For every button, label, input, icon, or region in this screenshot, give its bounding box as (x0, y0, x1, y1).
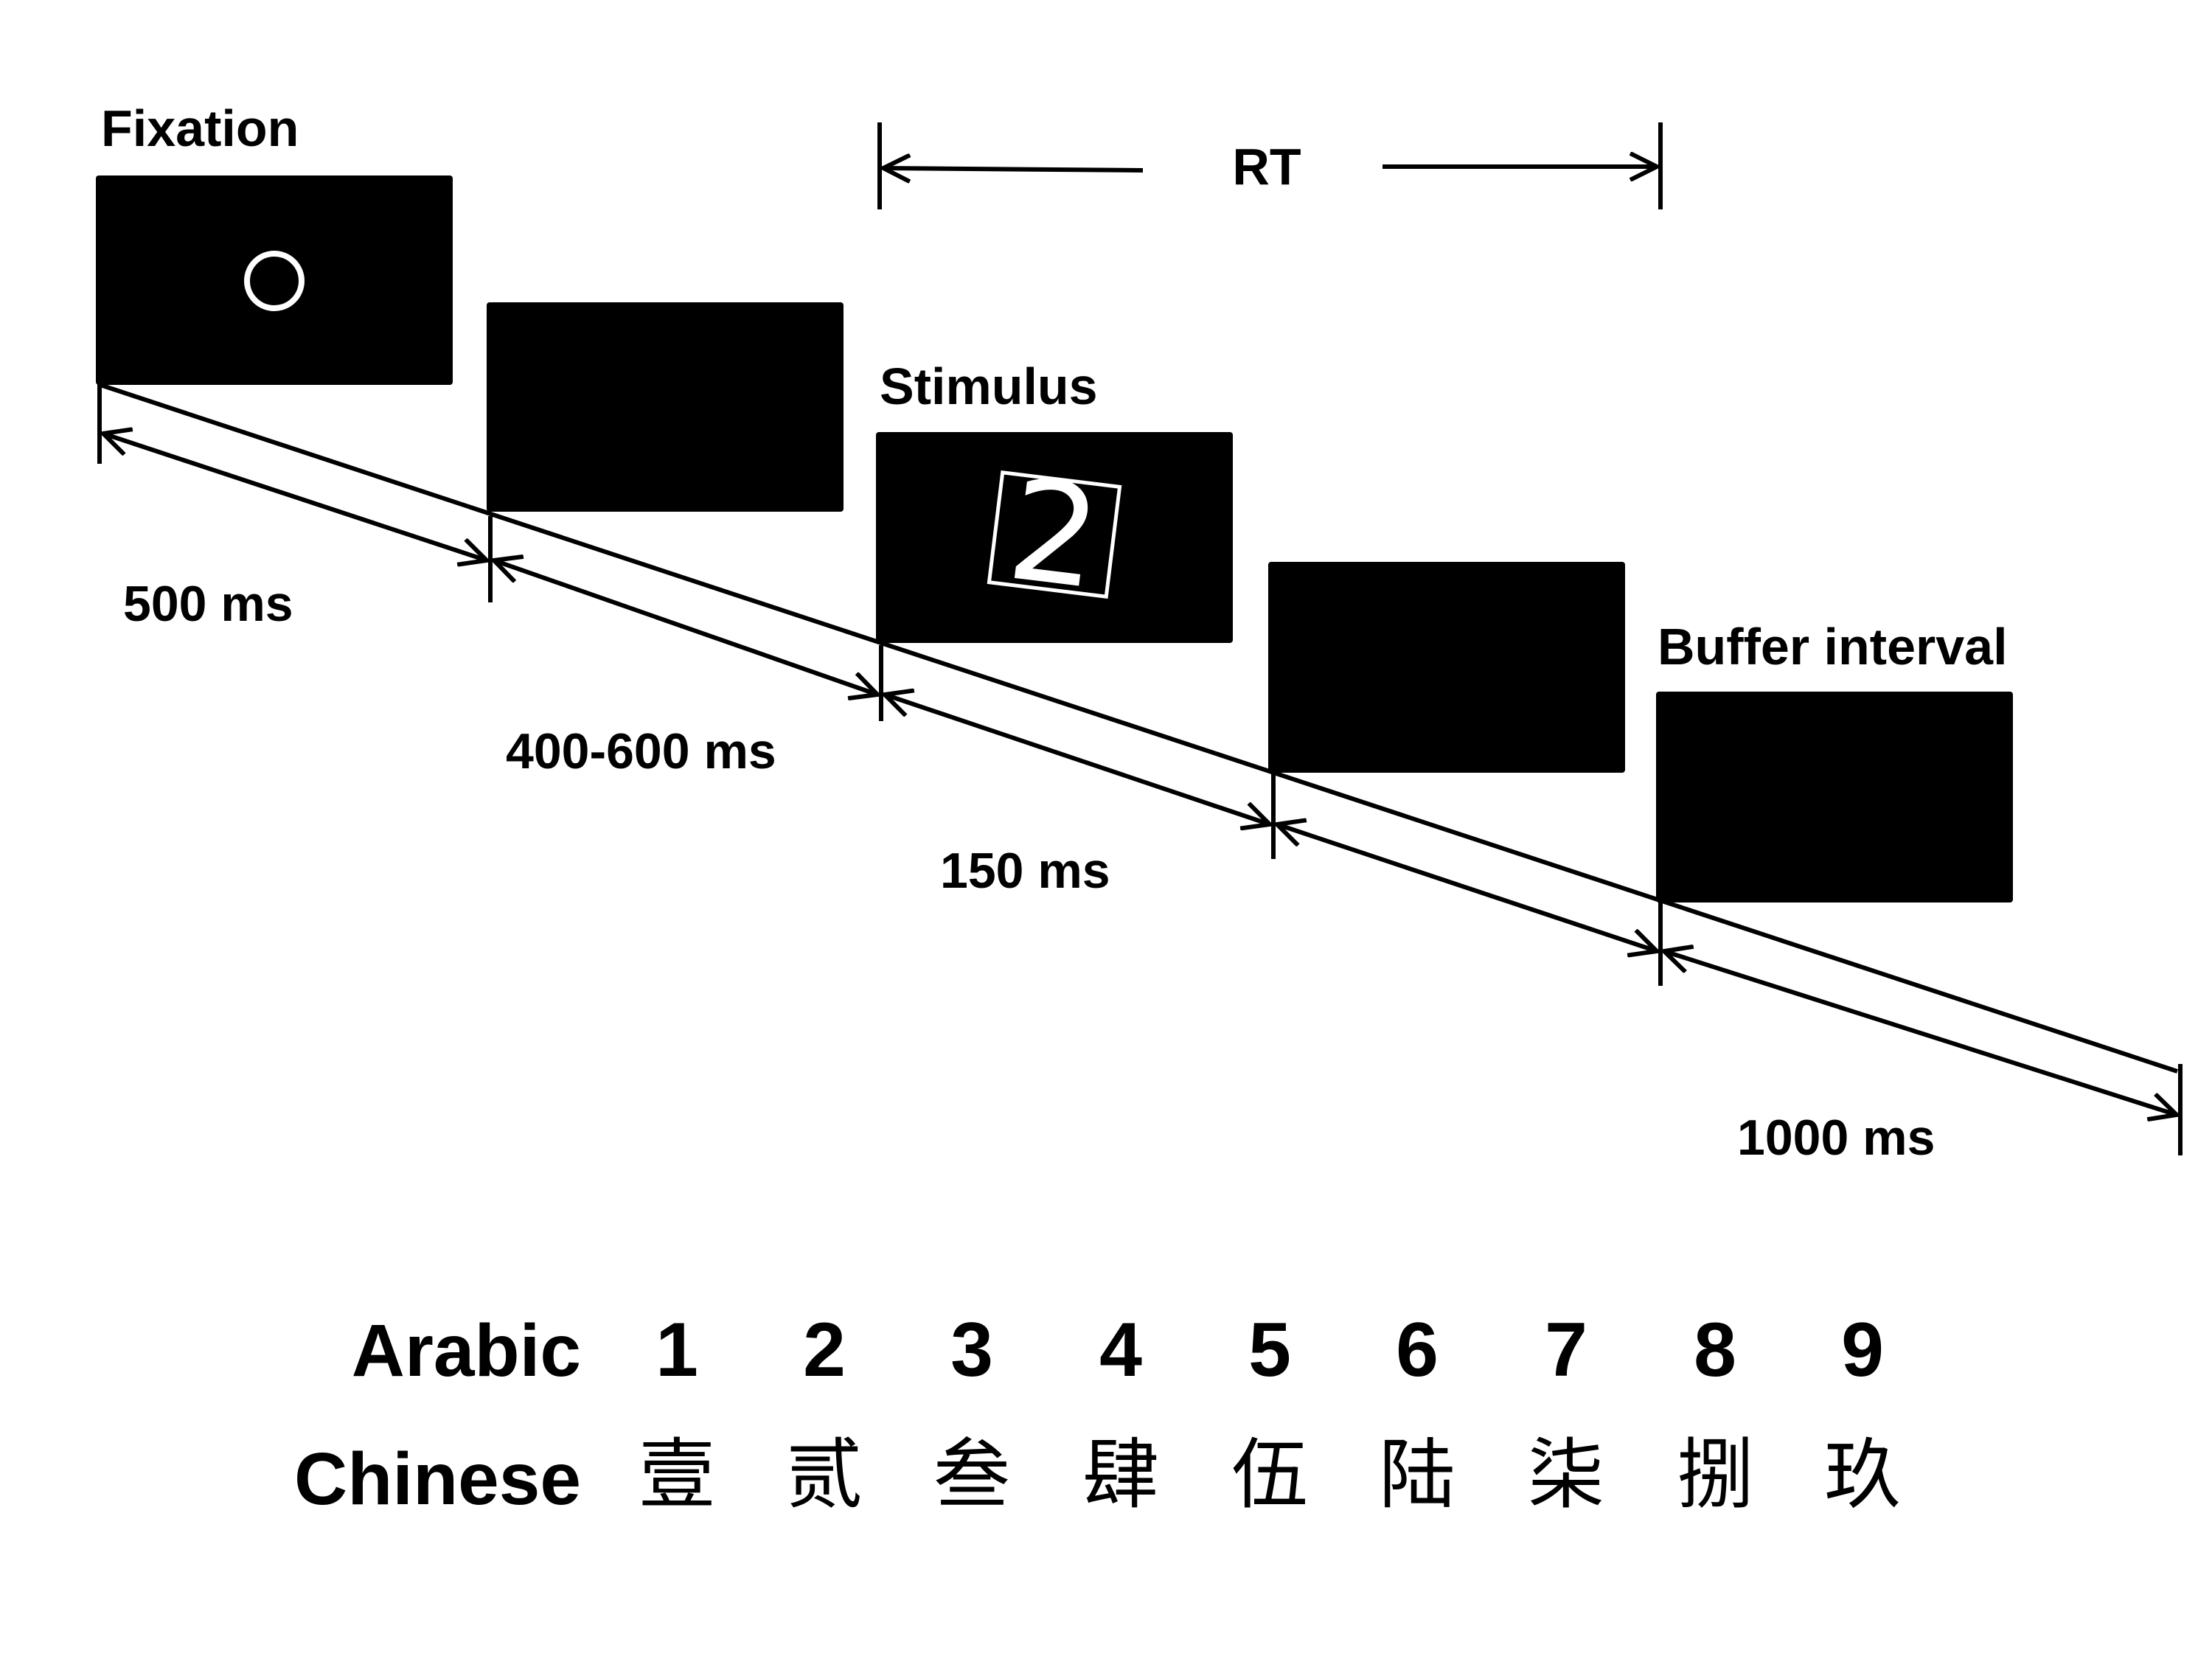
chinese-numeral: 叁 (933, 1430, 1010, 1520)
rt-arrow-left (883, 168, 1144, 170)
fixation-circle-icon (244, 251, 305, 311)
blank-screen (487, 302, 844, 512)
duration-arrow (103, 434, 487, 560)
chinese-numeral: 贰 (786, 1430, 863, 1520)
chinese-numeral: 肆 (1082, 1430, 1159, 1520)
chinese-numeral: 柒 (1528, 1430, 1604, 1520)
chinese-row-label: Chinese (294, 1438, 581, 1520)
stimulus-screen (876, 432, 1233, 643)
arabic-numeral: 9 (1841, 1307, 1884, 1393)
stimulus-digit-icon: 2 (987, 448, 1122, 621)
chinese-numeral: 陆 (1379, 1430, 1455, 1520)
duration-label: 500 ms (123, 576, 293, 632)
duration-arrow (1664, 951, 2177, 1115)
duration-label: 1000 ms (1737, 1110, 1935, 1166)
fixation-label: Fixation (101, 100, 299, 157)
stimulus-label: Stimulus (880, 358, 1098, 415)
arabic-numeral: 7 (1545, 1307, 1587, 1393)
arabic-numeral: 2 (803, 1307, 846, 1393)
duration-arrow (494, 560, 877, 695)
arabic-numeral: 8 (1694, 1307, 1736, 1393)
stimulus-digit: 2 (1001, 448, 1109, 620)
arabic-numeral: 1 (655, 1307, 698, 1393)
blank-screen (1268, 562, 1625, 773)
duration-arrow (885, 695, 1270, 824)
duration-label: 400-600 ms (506, 723, 776, 779)
chinese-numeral: 捌 (1677, 1430, 1753, 1520)
buffer-screen (1656, 692, 2013, 902)
fixation-screen (96, 175, 453, 385)
chinese-numeral: 玖 (1824, 1430, 1901, 1520)
rt-label: RT (1232, 138, 1301, 195)
arabic-numerals-row: 1 2 3 4 5 6 7 8 9 (655, 1307, 1884, 1393)
arabic-row-label: Arabic (352, 1310, 581, 1392)
duration-label: 150 ms (940, 843, 1110, 899)
arabic-numeral: 5 (1248, 1307, 1291, 1393)
arabic-numeral: 3 (950, 1307, 993, 1393)
chinese-numeral: 壹 (639, 1430, 715, 1520)
chinese-numerals-row: 壹贰叁肆伍陆柒捌玖 (639, 1430, 1901, 1520)
arabic-numeral: 4 (1099, 1307, 1142, 1393)
duration-arrow (1277, 824, 1657, 951)
buffer-label: Buffer interval (1658, 618, 2008, 675)
arabic-numeral: 6 (1396, 1307, 1439, 1393)
chinese-numeral: 伍 (1231, 1430, 1308, 1520)
